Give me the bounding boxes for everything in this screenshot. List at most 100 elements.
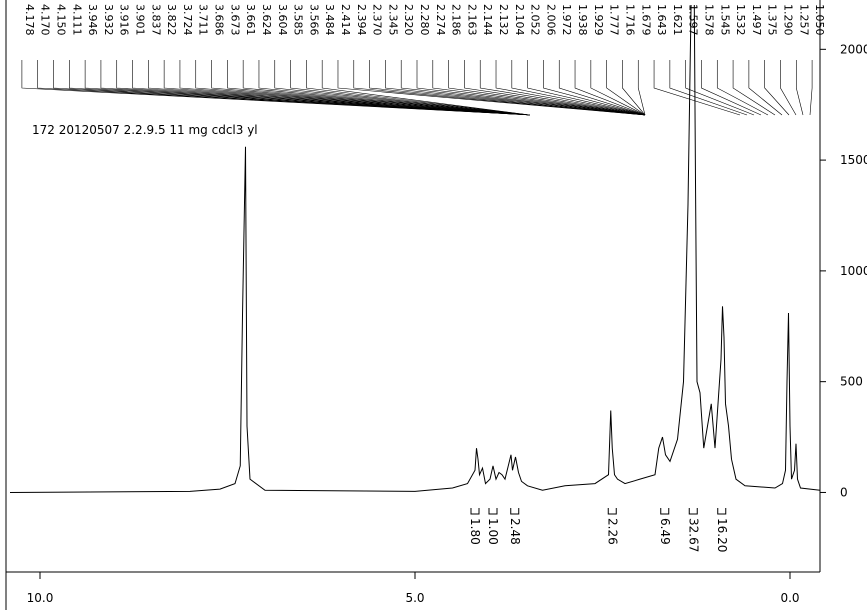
- integral-bracket: [688, 508, 698, 515]
- peak-connector: [495, 60, 646, 116]
- integral-label: 2.48: [508, 518, 522, 545]
- peak-label: 3.604: [276, 4, 289, 36]
- peak-label: 3.724: [181, 4, 194, 36]
- peak-label: 1.679: [639, 4, 652, 36]
- integral-bracket: [470, 508, 480, 515]
- peak-connector: [400, 60, 646, 116]
- integral-label: 32.67: [686, 518, 700, 552]
- peak-connector: [290, 60, 531, 116]
- integral-label: 1.00: [486, 518, 500, 545]
- peak-label: 1.597: [687, 4, 700, 36]
- peak-connector: [321, 60, 531, 116]
- peak-connector: [416, 60, 646, 116]
- peak-label: 2.280: [418, 4, 431, 36]
- peak-label: 1.497: [750, 4, 763, 36]
- peak-connector: [764, 60, 790, 116]
- peak-label: 3.484: [323, 4, 336, 36]
- peak-connector: [527, 60, 646, 116]
- peak-connector: [84, 60, 531, 116]
- peak-connector: [163, 60, 531, 116]
- peak-connector: [132, 60, 531, 116]
- peak-label: 2.104: [513, 4, 526, 36]
- peak-connector: [53, 60, 531, 116]
- peak-label: 2.274: [434, 4, 447, 36]
- peak-connector: [385, 60, 646, 116]
- peak-label: 1.938: [576, 4, 589, 36]
- x-tick-label: 0.0: [780, 591, 799, 605]
- peak-connector: [258, 60, 531, 116]
- plot-area: [10, 5, 820, 493]
- peak-label: 2.320: [402, 4, 415, 36]
- integral-label: 6.49: [658, 518, 672, 545]
- peak-connector: [227, 60, 531, 116]
- peak-connector: [211, 60, 531, 116]
- peak-label: 2.414: [339, 4, 352, 36]
- peak-label: 2.052: [529, 4, 542, 36]
- peak-label: 3.566: [307, 4, 320, 36]
- peak-label: 3.585: [292, 4, 305, 36]
- peak-label: 1.777: [608, 4, 621, 36]
- y-tick-label: 500: [840, 375, 863, 389]
- peak-label: 1.375: [766, 4, 779, 36]
- peak-label: 2.186: [450, 4, 463, 36]
- peak-connector: [622, 60, 646, 116]
- peak-label: 1.532: [734, 4, 747, 36]
- peak-connector: [669, 60, 748, 116]
- peak-connector: [274, 60, 531, 116]
- peak-connector: [780, 60, 797, 116]
- integral-label: 1.80: [468, 518, 482, 545]
- peak-label: 1.578: [702, 4, 715, 36]
- peak-label: 2.345: [386, 4, 399, 36]
- peak-connector: [353, 60, 646, 116]
- peak-label: 3.946: [86, 4, 99, 36]
- peak-connector: [69, 60, 531, 116]
- peak-label: 2.006: [544, 4, 557, 36]
- peak-connector: [306, 60, 531, 116]
- x-tick-label: 5.0: [405, 591, 424, 605]
- peak-label: 3.686: [213, 4, 226, 36]
- integral-bracket: [607, 508, 617, 515]
- peak-connector: [511, 60, 646, 116]
- spectrum-line: [10, 5, 820, 493]
- peak-label: 2.144: [481, 4, 494, 36]
- peak-label: 3.822: [165, 4, 178, 36]
- peak-label: 2.163: [465, 4, 478, 36]
- peak-label: 1.929: [592, 4, 605, 36]
- peak-connector: [637, 60, 646, 116]
- peak-label: 3.901: [134, 4, 147, 36]
- peak-connector: [795, 60, 804, 116]
- peak-connector: [732, 60, 776, 116]
- peak-label: 3.624: [260, 4, 273, 36]
- peak-connector: [432, 60, 646, 116]
- integral-bracket: [717, 508, 727, 515]
- peak-label: 3.932: [102, 4, 115, 36]
- peak-label: 1.050: [813, 4, 826, 36]
- peak-connector: [685, 60, 755, 116]
- peak-connector: [369, 60, 646, 116]
- peak-connector: [242, 60, 531, 116]
- peak-label: 3.711: [197, 4, 210, 36]
- peak-connector: [448, 60, 646, 116]
- peak-label: 4.178: [23, 4, 36, 36]
- peak-label: 2.394: [355, 4, 368, 36]
- peak-label: 1.290: [781, 4, 794, 36]
- peak-connector: [653, 60, 741, 116]
- peak-label: 4.111: [70, 4, 83, 36]
- peak-connector: [100, 60, 531, 116]
- peak-label: 3.916: [118, 4, 131, 36]
- integral-bracket: [488, 508, 498, 515]
- peak-connector: [558, 60, 646, 116]
- peak-label: 4.150: [55, 4, 68, 36]
- integral-bracket: [510, 508, 520, 515]
- integral-label: 2.26: [605, 518, 619, 545]
- peak-connector: [701, 60, 762, 116]
- peak-connector: [574, 60, 646, 116]
- integral-bracket: [660, 508, 670, 515]
- peak-label: 1.545: [718, 4, 731, 36]
- peak-connector: [590, 60, 646, 116]
- peak-connector: [479, 60, 646, 116]
- peak-label: 1.972: [560, 4, 573, 36]
- peak-connector: [543, 60, 646, 116]
